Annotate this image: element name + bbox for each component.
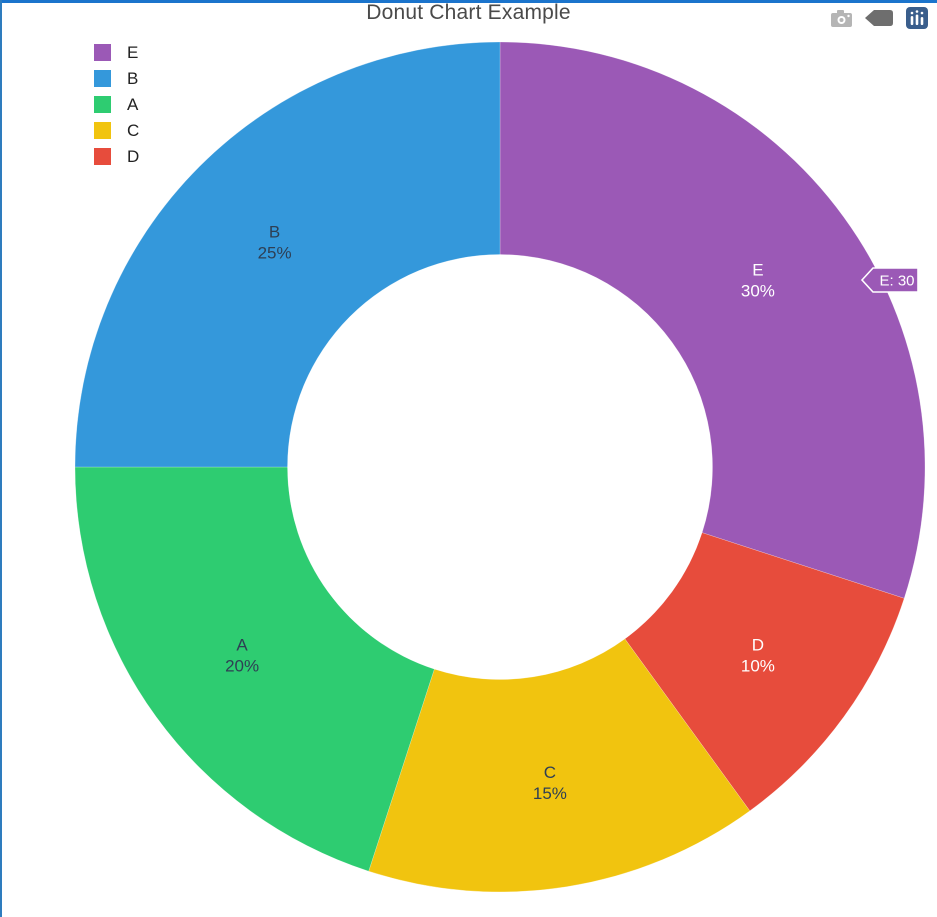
slice-label-B: B 25% xyxy=(258,223,292,263)
legend-swatch xyxy=(94,44,111,61)
donut-chart xyxy=(74,41,926,893)
legend-item-E[interactable]: E xyxy=(94,44,139,61)
slice-label-E: E 30% xyxy=(741,261,775,301)
hover-label-text: E: 30 xyxy=(879,273,914,290)
legend-swatch xyxy=(94,96,111,113)
legend-label: A xyxy=(127,95,139,114)
hover-closest-icon[interactable] xyxy=(865,10,893,26)
legend-swatch xyxy=(94,70,111,87)
plotly-logo-icon[interactable] xyxy=(906,7,928,29)
slice-label-D: D 10% xyxy=(741,635,775,675)
chart-title: Donut Chart Example xyxy=(366,1,571,24)
legend-label: B xyxy=(127,69,139,88)
legend-label: D xyxy=(127,147,140,166)
legend-item-B[interactable]: B xyxy=(94,70,139,87)
legend-label: C xyxy=(127,121,140,140)
legend-item-D[interactable]: D xyxy=(94,148,139,165)
donut-slice-A[interactable] xyxy=(74,466,435,872)
legend-label: E xyxy=(127,43,139,62)
legend-item-C[interactable]: C xyxy=(94,122,139,139)
window-border-left xyxy=(0,0,2,917)
legend-swatch xyxy=(94,122,111,139)
camera-icon[interactable] xyxy=(831,9,852,27)
slice-label-A: A 20% xyxy=(225,635,259,675)
legend-item-A[interactable]: A xyxy=(94,96,139,113)
legend-swatch xyxy=(94,148,111,165)
donut-slice-C[interactable] xyxy=(368,638,751,893)
donut-slice-B[interactable] xyxy=(74,41,501,468)
slice-label-C: C 15% xyxy=(533,763,567,803)
modebar xyxy=(831,7,928,29)
donut-slice-E[interactable] xyxy=(499,41,926,599)
window-border-top xyxy=(0,0,937,3)
donut-slice-D[interactable] xyxy=(624,532,905,812)
hover-label: E: 30 xyxy=(860,267,919,293)
